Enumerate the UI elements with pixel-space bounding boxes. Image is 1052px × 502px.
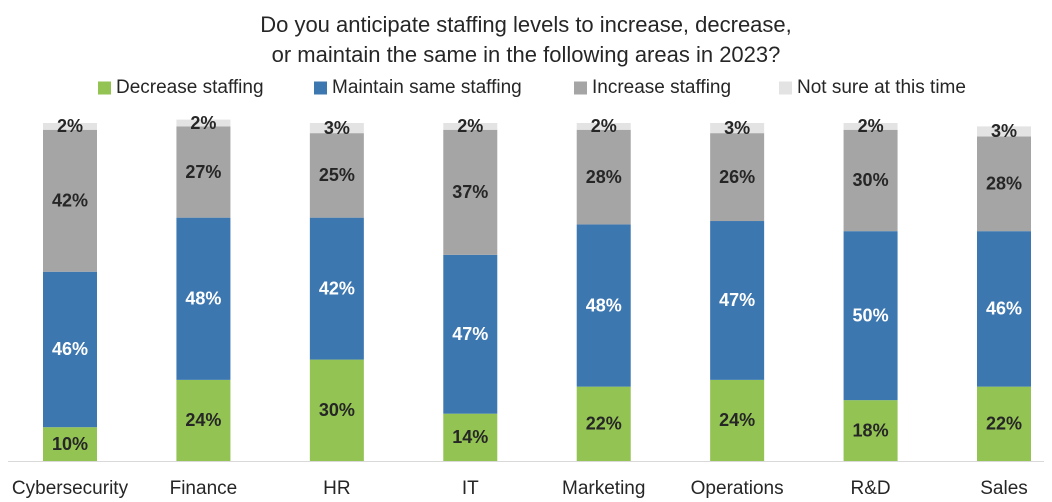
bar-segment xyxy=(977,126,1031,137)
data-label: 47% xyxy=(452,324,488,344)
bar-segment xyxy=(43,271,97,428)
legend-swatch xyxy=(98,81,111,95)
data-label: 2% xyxy=(190,113,216,133)
data-label: 3% xyxy=(991,121,1017,141)
bar-segment xyxy=(977,136,1031,232)
bar-segment xyxy=(843,231,898,401)
bar-segment xyxy=(43,129,97,272)
data-label: 42% xyxy=(52,190,88,210)
bar-segment xyxy=(576,123,631,130)
data-label: 26% xyxy=(719,167,755,187)
category-label: HR xyxy=(323,478,350,499)
bars: 10% 46% 42% 2% 24% 48% 27% 2% 30% 42% 25% 3% 14% 47% 3… xyxy=(43,113,1031,461)
bar-segment xyxy=(176,379,231,461)
bar-segment xyxy=(443,413,498,461)
bar-stack-operations: 24% 47% 26% 3% xyxy=(710,118,765,461)
data-label: 30% xyxy=(853,170,889,190)
bar-stack-cybersecurity: 10% 46% 42% 2% xyxy=(43,116,97,461)
legend-item-decrease-staffing: Decrease staffing xyxy=(98,77,264,98)
bar-segment xyxy=(309,123,364,134)
data-label: 14% xyxy=(452,427,488,447)
data-label: 30% xyxy=(319,400,355,420)
category-label: Sales xyxy=(980,478,1028,499)
bar-segment xyxy=(710,123,765,134)
data-label: 48% xyxy=(586,295,622,315)
bar-segment xyxy=(43,427,97,461)
chart-title: Do you anticipate staffing levels to inc… xyxy=(260,12,792,67)
data-label: 47% xyxy=(719,290,755,310)
data-label: 46% xyxy=(52,339,88,359)
bar-segment xyxy=(309,217,364,360)
bar-segment xyxy=(443,129,498,255)
data-label: 2% xyxy=(57,116,83,136)
bar-segment xyxy=(43,123,97,130)
legend-swatch xyxy=(574,81,587,95)
data-label: 3% xyxy=(324,118,350,138)
bar-stack-marketing: 22% 48% 28% 2% xyxy=(576,116,631,461)
legend-item-not-sure-at-this-time: Not sure at this time xyxy=(779,77,966,98)
bar-segment xyxy=(309,359,364,461)
data-label: 50% xyxy=(853,305,889,325)
bar-stack-sales: 22% 46% 28% 3% xyxy=(977,121,1031,461)
bar-segment xyxy=(710,133,765,222)
data-label: 24% xyxy=(719,410,755,430)
bar-segment xyxy=(977,231,1031,387)
bar-segment xyxy=(576,129,631,225)
bar-segment xyxy=(576,224,631,387)
data-label: 2% xyxy=(858,116,884,136)
data-label: 28% xyxy=(986,174,1022,194)
data-label: 46% xyxy=(986,299,1022,319)
bar-stack-finance: 24% 48% 27% 2% xyxy=(176,113,231,461)
data-label: 25% xyxy=(319,165,355,185)
legend-item-maintain-same-staffing: Maintain same staffing xyxy=(314,77,522,98)
category-label: Cybersecurity xyxy=(12,478,129,499)
bar-segment xyxy=(977,386,1031,461)
bar-segment xyxy=(309,133,364,218)
legend-label: Maintain same staffing xyxy=(332,77,522,98)
legend-label: Not sure at this time xyxy=(797,77,966,98)
category-label: Marketing xyxy=(562,478,645,499)
data-label: 2% xyxy=(591,116,617,136)
bar-stack-it: 14% 47% 37% 2% xyxy=(443,116,498,461)
bar-segment xyxy=(176,217,231,380)
bar-stack-r-d: 18% 50% 30% 2% xyxy=(843,116,898,461)
legend-label: Decrease staffing xyxy=(116,77,264,98)
data-label: 2% xyxy=(457,116,483,136)
legend-swatch xyxy=(314,81,327,95)
bar-stack-hr: 30% 42% 25% 3% xyxy=(309,118,364,461)
data-label: 27% xyxy=(185,162,221,182)
data-label: 28% xyxy=(586,167,622,187)
bar-segment xyxy=(710,221,765,380)
chart-title-line-2: or maintain the same in the following ar… xyxy=(272,42,781,67)
category-label: Operations xyxy=(691,478,784,499)
bar-segment xyxy=(176,119,231,127)
data-label: 3% xyxy=(724,118,750,138)
bar-segment xyxy=(710,379,765,461)
legend-item-increase-staffing: Increase staffing xyxy=(574,77,731,98)
bar-segment xyxy=(443,254,498,414)
bar-segment xyxy=(176,126,231,218)
data-label: 18% xyxy=(853,420,889,440)
data-label: 48% xyxy=(185,289,221,309)
bar-segment xyxy=(843,400,898,461)
category-labels: Cybersecurity Finance HR IT Marketing Operati… xyxy=(12,478,1028,499)
data-label: 37% xyxy=(452,182,488,202)
data-label: 24% xyxy=(185,410,221,430)
category-label: R&D xyxy=(851,478,891,499)
category-label: Finance xyxy=(170,478,238,499)
bar-segment xyxy=(843,129,898,232)
data-label: 22% xyxy=(986,414,1022,434)
chart-legend: Decrease staffing Maintain same staffing I… xyxy=(98,77,966,98)
data-label: 10% xyxy=(52,434,88,454)
chart-title-line-1: Do you anticipate staffing levels to inc… xyxy=(260,12,792,37)
bar-segment xyxy=(576,386,631,461)
data-label: 42% xyxy=(319,278,355,298)
bar-segment xyxy=(443,123,498,130)
category-label: IT xyxy=(462,478,479,499)
data-label: 22% xyxy=(586,414,622,434)
legend-label: Increase staffing xyxy=(592,77,731,98)
bar-segment xyxy=(843,123,898,130)
legend-swatch xyxy=(779,81,792,95)
